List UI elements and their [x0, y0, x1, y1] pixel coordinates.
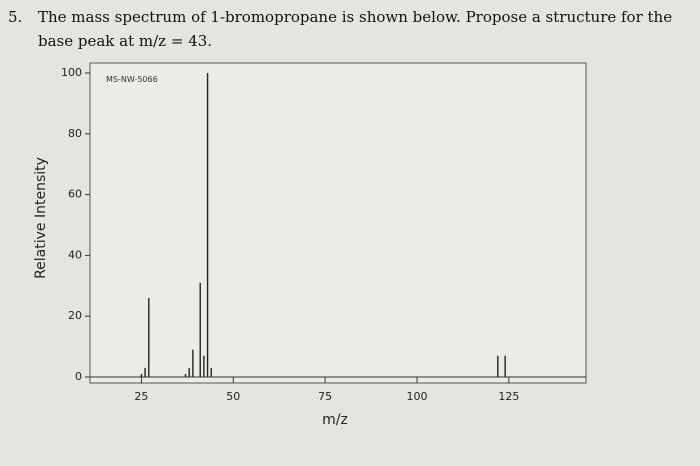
y-tick-label: 40: [68, 248, 82, 261]
y-tick-label: 80: [68, 127, 82, 140]
y-tick-label: 0: [75, 370, 82, 383]
x-tick-label: 25: [134, 390, 148, 403]
plot: 0 20 40 60 80 100 25 50 75 100 125: [61, 66, 586, 403]
plot-frame: [89, 62, 587, 384]
x-tick-label: 125: [498, 390, 519, 403]
annotation: MS-NW-5066: [106, 75, 158, 84]
x-tick-label: 75: [318, 390, 332, 403]
y-axis-label: Relative Intensity: [33, 157, 49, 279]
x-axis-label: m/z: [322, 412, 348, 428]
x-tick-label: 50: [226, 390, 240, 403]
question-number: 5.: [8, 8, 22, 26]
question-line: The mass spectrum of 1-bromopropane is s…: [38, 8, 672, 26]
question-line: base peak at m/z = 43.: [38, 32, 212, 50]
x-tick-label: 100: [406, 390, 427, 403]
y-tick-label: 100: [61, 66, 82, 79]
y-tick-label: 20: [68, 309, 82, 322]
y-tick-label: 60: [68, 188, 82, 201]
